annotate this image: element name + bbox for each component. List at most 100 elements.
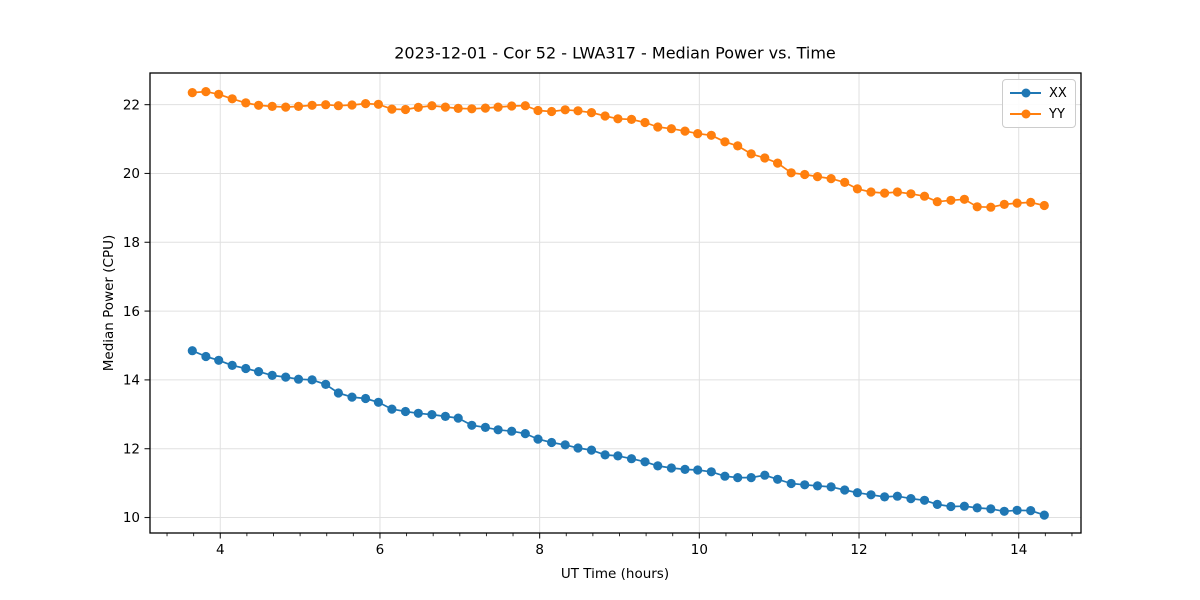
- series-marker-xx: [746, 473, 756, 483]
- series-marker-yy: [1026, 197, 1036, 207]
- series-marker-xx: [852, 488, 863, 498]
- series-marker-yy: [972, 202, 982, 212]
- series-marker-xx: [413, 408, 423, 418]
- series-marker-xx: [653, 461, 663, 471]
- series-marker-xx: [427, 410, 437, 420]
- series-marker-xx: [786, 478, 796, 489]
- series-marker-xx: [361, 393, 371, 404]
- series-marker-yy: [493, 102, 503, 112]
- series-marker-xx: [493, 425, 503, 435]
- series-marker-xx: [573, 443, 583, 453]
- series-marker-yy: [800, 169, 810, 180]
- series-marker-yy: [706, 130, 716, 140]
- series-marker-xx: [866, 490, 876, 500]
- series-marker-yy: [613, 114, 623, 124]
- series-marker-xx: [347, 392, 357, 402]
- series-marker-yy: [254, 100, 264, 110]
- series-marker-xx: [826, 482, 836, 492]
- series-marker-xx: [733, 473, 743, 483]
- series-marker-yy: [361, 99, 371, 109]
- series-marker-xx: [999, 506, 1009, 516]
- series-marker-yy: [267, 101, 277, 111]
- series-marker-yy: [373, 99, 383, 109]
- series-marker-yy: [347, 100, 357, 110]
- series-marker-yy: [746, 149, 756, 159]
- series-marker-xx: [693, 465, 703, 475]
- series-marker-xx: [560, 440, 570, 450]
- series-marker-xx: [1039, 510, 1049, 520]
- series-marker-xx: [281, 372, 291, 382]
- series-marker-xx: [586, 445, 597, 455]
- series-marker-yy: [666, 124, 677, 134]
- series-marker-xx: [1012, 505, 1022, 515]
- series-marker-xx: [1026, 506, 1036, 516]
- series-marker-xx: [812, 481, 823, 491]
- series-marker-yy: [946, 195, 956, 205]
- series-marker-yy: [626, 114, 637, 124]
- series-marker-xx: [293, 374, 304, 384]
- series-marker-yy: [586, 108, 597, 118]
- series-marker-yy: [826, 174, 836, 184]
- series-marker-xx: [467, 420, 477, 430]
- series-marker-xx: [307, 375, 317, 385]
- series-marker-xx: [600, 450, 610, 460]
- series-marker-yy: [547, 106, 557, 117]
- series-marker-yy: [919, 191, 930, 201]
- series-marker-xx: [972, 503, 982, 513]
- series-marker-xx: [547, 437, 557, 448]
- series-marker-xx: [227, 360, 237, 370]
- series-marker-xx: [267, 370, 277, 380]
- series-marker-xx: [959, 501, 970, 511]
- series-marker-xx: [840, 485, 850, 495]
- series-marker-yy: [201, 87, 211, 97]
- series-marker-xx: [880, 492, 890, 502]
- series-marker-yy: [413, 102, 423, 112]
- series-marker-yy: [600, 111, 610, 121]
- series-marker-xx: [932, 499, 942, 509]
- series-marker-xx: [906, 494, 916, 504]
- legend-entry-xx: XX: [1010, 84, 1067, 102]
- series-marker-yy: [852, 184, 863, 194]
- series-marker-xx: [440, 411, 450, 421]
- series-marker-xx: [613, 451, 623, 461]
- series-marker-yy: [986, 202, 996, 212]
- series-marker-xx: [680, 464, 690, 474]
- series-marker-xx: [400, 406, 411, 417]
- series-marker-xx: [626, 454, 637, 464]
- series-marker-yy: [480, 103, 490, 113]
- y-tick-label-12: 12: [123, 441, 140, 457]
- series-marker-xx: [387, 404, 397, 414]
- series-marker-xx: [706, 467, 716, 477]
- series-marker-yy: [453, 103, 463, 113]
- series-marker-xx: [892, 491, 903, 501]
- series-marker-xx: [666, 463, 677, 473]
- series-marker-xx: [321, 379, 331, 389]
- x-axis-label: UT Time (hours): [560, 566, 670, 582]
- series-line-xx: [191, 349, 1045, 516]
- series-marker-xx: [640, 457, 650, 467]
- y-tick-label-14: 14: [123, 373, 140, 389]
- series-marker-yy: [321, 100, 331, 110]
- legend-marker-xx-icon: [1010, 88, 1041, 98]
- series-marker-yy: [241, 98, 251, 108]
- series-marker-yy: [840, 177, 850, 187]
- series-marker-yy: [333, 101, 343, 111]
- series-marker-xx: [453, 413, 463, 423]
- legend: XX YY: [1002, 79, 1076, 128]
- series-marker-yy: [387, 104, 397, 114]
- series-marker-yy: [440, 102, 450, 112]
- x-tick-label-4: 4: [216, 542, 225, 558]
- series-marker-yy: [533, 105, 543, 116]
- series-marker-xx: [773, 474, 783, 484]
- legend-marker-yy-icon: [1010, 109, 1041, 119]
- x-tick-label-8: 8: [535, 542, 544, 558]
- series-marker-yy: [999, 199, 1009, 209]
- series-marker-xx: [760, 470, 770, 480]
- y-tick-label-16: 16: [123, 304, 140, 320]
- legend-label-yy: YY: [1049, 106, 1065, 122]
- series-marker-xx: [241, 363, 251, 374]
- series-marker-yy: [733, 141, 743, 151]
- series-marker-xx: [254, 367, 264, 377]
